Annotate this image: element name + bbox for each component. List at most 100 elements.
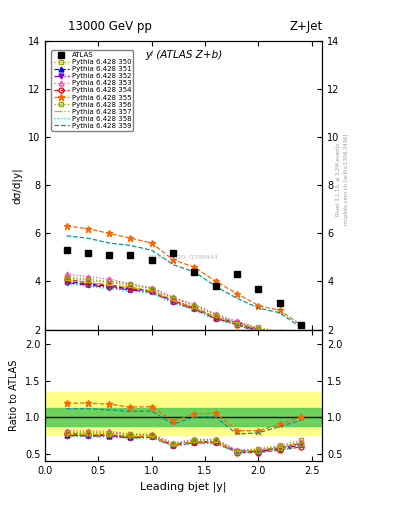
Pythia 6.428 354 <box>256 329 261 335</box>
Pythia 6.428 351 <box>171 297 175 304</box>
X-axis label: Leading bjet |y|: Leading bjet |y| <box>140 481 227 492</box>
Text: 13000 GeV pp: 13000 GeV pp <box>68 20 152 33</box>
Line: Pythia 6.428 352: Pythia 6.428 352 <box>64 280 303 348</box>
Line: Pythia 6.428 353: Pythia 6.428 353 <box>64 272 303 345</box>
Pythia 6.428 351 <box>128 286 133 292</box>
Pythia 6.428 359 <box>213 283 218 289</box>
Pythia 6.428 355 <box>299 322 303 328</box>
Line: Pythia 6.428 355: Pythia 6.428 355 <box>63 223 305 328</box>
Pythia 6.428 353 <box>85 273 90 280</box>
ATLAS <box>149 257 154 263</box>
Pythia 6.428 356 <box>256 327 261 333</box>
Pythia 6.428 357 <box>149 288 154 294</box>
Pythia 6.428 358 <box>213 317 218 323</box>
Pythia 6.428 359 <box>256 305 261 311</box>
Pythia 6.428 359 <box>299 324 303 330</box>
Pythia 6.428 350 <box>128 281 133 287</box>
Pythia 6.428 358 <box>192 307 197 313</box>
Pythia 6.428 354 <box>128 285 133 291</box>
Pythia 6.428 356 <box>64 275 69 281</box>
Pythia 6.428 353 <box>107 276 112 282</box>
Pythia 6.428 359 <box>171 262 175 268</box>
Pythia 6.428 353 <box>235 318 239 324</box>
Pythia 6.428 358 <box>299 344 303 350</box>
Pythia 6.428 357 <box>107 282 112 288</box>
Pythia 6.428 354 <box>192 305 197 311</box>
Pythia 6.428 352 <box>171 299 175 305</box>
Y-axis label: dσ/d|y|: dσ/d|y| <box>12 167 22 204</box>
Bar <box>45 408 322 426</box>
Line: Pythia 6.428 350: Pythia 6.428 350 <box>64 274 303 344</box>
Legend: ATLAS, Pythia 6.428 350, Pythia 6.428 351, Pythia 6.428 352, Pythia 6.428 353, P: ATLAS, Pythia 6.428 350, Pythia 6.428 35… <box>51 50 133 131</box>
Pythia 6.428 352 <box>299 342 303 348</box>
Pythia 6.428 350 <box>107 279 112 285</box>
Line: Pythia 6.428 358: Pythia 6.428 358 <box>66 284 301 347</box>
Text: yʲ (ATLAS Z+b): yʲ (ATLAS Z+b) <box>145 50 222 59</box>
Text: ATLAS_2020_I1788444: ATLAS_2020_I1788444 <box>148 254 219 260</box>
Pythia 6.428 356 <box>277 331 282 337</box>
Pythia 6.428 350 <box>149 286 154 292</box>
Pythia 6.428 353 <box>277 330 282 336</box>
Pythia 6.428 358 <box>235 322 239 328</box>
Pythia 6.428 359 <box>235 295 239 302</box>
Pythia 6.428 356 <box>107 280 112 286</box>
Pythia 6.428 354 <box>85 280 90 286</box>
Bar <box>45 392 322 435</box>
Pythia 6.428 351 <box>213 314 218 321</box>
ATLAS <box>107 252 112 258</box>
Pythia 6.428 357 <box>192 305 197 311</box>
Pythia 6.428 350 <box>171 295 175 302</box>
Pythia 6.428 353 <box>256 325 261 331</box>
Pythia 6.428 353 <box>299 340 303 346</box>
Pythia 6.428 353 <box>128 281 133 287</box>
ATLAS <box>256 286 261 292</box>
Pythia 6.428 355 <box>171 257 175 263</box>
Pythia 6.428 358 <box>85 283 90 289</box>
Pythia 6.428 359 <box>149 247 154 253</box>
ATLAS <box>85 249 90 255</box>
Pythia 6.428 357 <box>256 326 261 332</box>
Line: Pythia 6.428 359: Pythia 6.428 359 <box>66 236 301 327</box>
Pythia 6.428 352 <box>235 321 239 327</box>
Pythia 6.428 359 <box>128 242 133 248</box>
Pythia 6.428 358 <box>64 281 69 287</box>
Pythia 6.428 352 <box>277 332 282 338</box>
Pythia 6.428 359 <box>277 310 282 316</box>
Pythia 6.428 350 <box>235 319 239 326</box>
Text: Rivet 3.1.10, ≥ 3.2M events: Rivet 3.1.10, ≥ 3.2M events <box>336 142 341 216</box>
Pythia 6.428 351 <box>85 281 90 287</box>
Pythia 6.428 359 <box>107 240 112 246</box>
Pythia 6.428 355 <box>256 303 261 309</box>
Pythia 6.428 357 <box>85 280 90 286</box>
ATLAS <box>64 247 69 253</box>
ATLAS <box>235 271 239 278</box>
Pythia 6.428 353 <box>213 311 218 317</box>
Pythia 6.428 351 <box>64 279 69 285</box>
Pythia 6.428 354 <box>171 297 175 304</box>
ATLAS <box>277 300 282 306</box>
Pythia 6.428 350 <box>256 324 261 330</box>
Pythia 6.428 355 <box>107 230 112 237</box>
Line: Pythia 6.428 357: Pythia 6.428 357 <box>66 280 301 344</box>
Pythia 6.428 358 <box>128 288 133 294</box>
Line: Pythia 6.428 354: Pythia 6.428 354 <box>64 276 303 349</box>
Pythia 6.428 355 <box>192 264 197 270</box>
Pythia 6.428 355 <box>128 235 133 241</box>
Pythia 6.428 352 <box>107 285 112 291</box>
Pythia 6.428 355 <box>277 307 282 313</box>
Pythia 6.428 351 <box>277 331 282 337</box>
Pythia 6.428 356 <box>192 303 197 309</box>
Line: ATLAS: ATLAS <box>63 247 305 328</box>
Pythia 6.428 358 <box>171 300 175 306</box>
Pythia 6.428 358 <box>277 334 282 340</box>
Pythia 6.428 354 <box>64 276 69 282</box>
Pythia 6.428 354 <box>213 314 218 321</box>
Text: Z+Jet: Z+Jet <box>289 20 322 33</box>
Pythia 6.428 352 <box>149 289 154 295</box>
Pythia 6.428 350 <box>277 329 282 335</box>
Pythia 6.428 350 <box>85 276 90 282</box>
Pythia 6.428 357 <box>171 297 175 304</box>
Pythia 6.428 350 <box>213 312 218 318</box>
ATLAS <box>171 249 175 255</box>
Pythia 6.428 356 <box>235 321 239 327</box>
